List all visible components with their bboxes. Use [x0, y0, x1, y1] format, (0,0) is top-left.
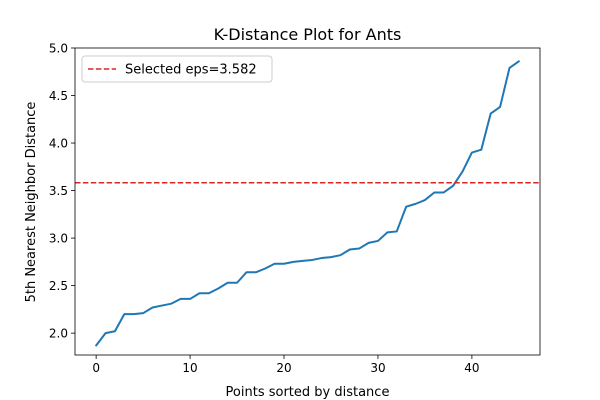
chart-title: K-Distance Plot for Ants	[214, 25, 402, 44]
k-distance-point	[142, 312, 144, 314]
k-distance-point	[245, 271, 248, 273]
k-distance-point	[208, 292, 210, 294]
k-distance-point	[198, 292, 201, 294]
k-distance-point	[396, 230, 398, 233]
k-distance-point	[302, 260, 304, 262]
k-distance-point	[170, 303, 172, 305]
y-tick-label: 5.0	[49, 42, 68, 56]
k-distance-point	[508, 67, 511, 69]
k-distance-point	[95, 344, 97, 347]
k-distance-point	[217, 287, 219, 290]
k-distance-point	[292, 261, 295, 263]
k-distance-point	[339, 254, 341, 256]
k-distance-series-line	[95, 60, 520, 347]
x-tick-label: 20	[276, 361, 291, 375]
k-distance-point	[320, 257, 323, 259]
k-distance-point	[274, 263, 276, 265]
k-distance-point	[236, 282, 238, 284]
y-tick-label: 2.5	[49, 279, 68, 293]
k-distance-point	[443, 191, 445, 194]
k-distance-point	[189, 298, 191, 300]
legend-box	[81, 55, 273, 83]
k-distance-point	[367, 242, 370, 244]
k-distance-point	[386, 231, 388, 233]
axes-frame	[74, 47, 541, 356]
k-distance-point	[104, 332, 107, 334]
k-distance-point	[227, 282, 229, 284]
x-tick-label: 0	[92, 361, 100, 375]
k-distance-point	[133, 313, 135, 315]
y-tick-label: 4.5	[49, 89, 68, 103]
x-tick-label: 10	[182, 361, 197, 375]
k-distance-point	[151, 306, 154, 309]
y-axis-label: 5th Nearest Neighbor Distance	[24, 102, 39, 303]
x-axis-label: Points sorted by distance	[226, 385, 390, 400]
k-distance-point	[414, 203, 417, 205]
k-distance-point	[358, 247, 360, 250]
k-distance-point	[255, 271, 257, 273]
k-distance-point	[452, 185, 454, 187]
k-distance-point	[490, 112, 492, 115]
k-distance-point	[471, 151, 473, 154]
k-distance-point	[499, 106, 501, 108]
x-tick-label: 40	[464, 361, 479, 375]
k-distance-point	[433, 191, 435, 194]
k-distance-point	[180, 298, 182, 300]
k-distance-point	[377, 240, 379, 242]
k-distance-point	[424, 199, 426, 201]
plot-area: 0 10 20 30 40 2.0 2.5 3.0 3.5 4.0 4.5 5.0	[49, 42, 541, 375]
y-tick-label: 3.0	[49, 232, 68, 246]
legend-eps-label: Selected eps=3.582	[125, 63, 257, 78]
k-distance-point	[114, 330, 116, 332]
k-distance-point	[480, 149, 482, 151]
legend: Selected eps=3.582	[81, 55, 273, 83]
k-distance-point	[311, 259, 313, 261]
x-tick-label: 30	[370, 361, 385, 375]
y-tick-label: 3.5	[49, 184, 68, 198]
y-tick-label: 2.0	[49, 327, 68, 341]
k-distance-point	[283, 263, 285, 265]
k-distance-point	[518, 60, 520, 62]
k-distance-point	[123, 313, 125, 315]
k-distance-point	[161, 304, 163, 307]
y-tick-label: 4.0	[49, 137, 68, 151]
k-distance-point	[349, 248, 351, 251]
k-distance-point	[330, 256, 332, 258]
k-distance-point	[405, 206, 407, 208]
k-distance-point	[264, 267, 266, 270]
k-distance-point	[461, 170, 464, 173]
